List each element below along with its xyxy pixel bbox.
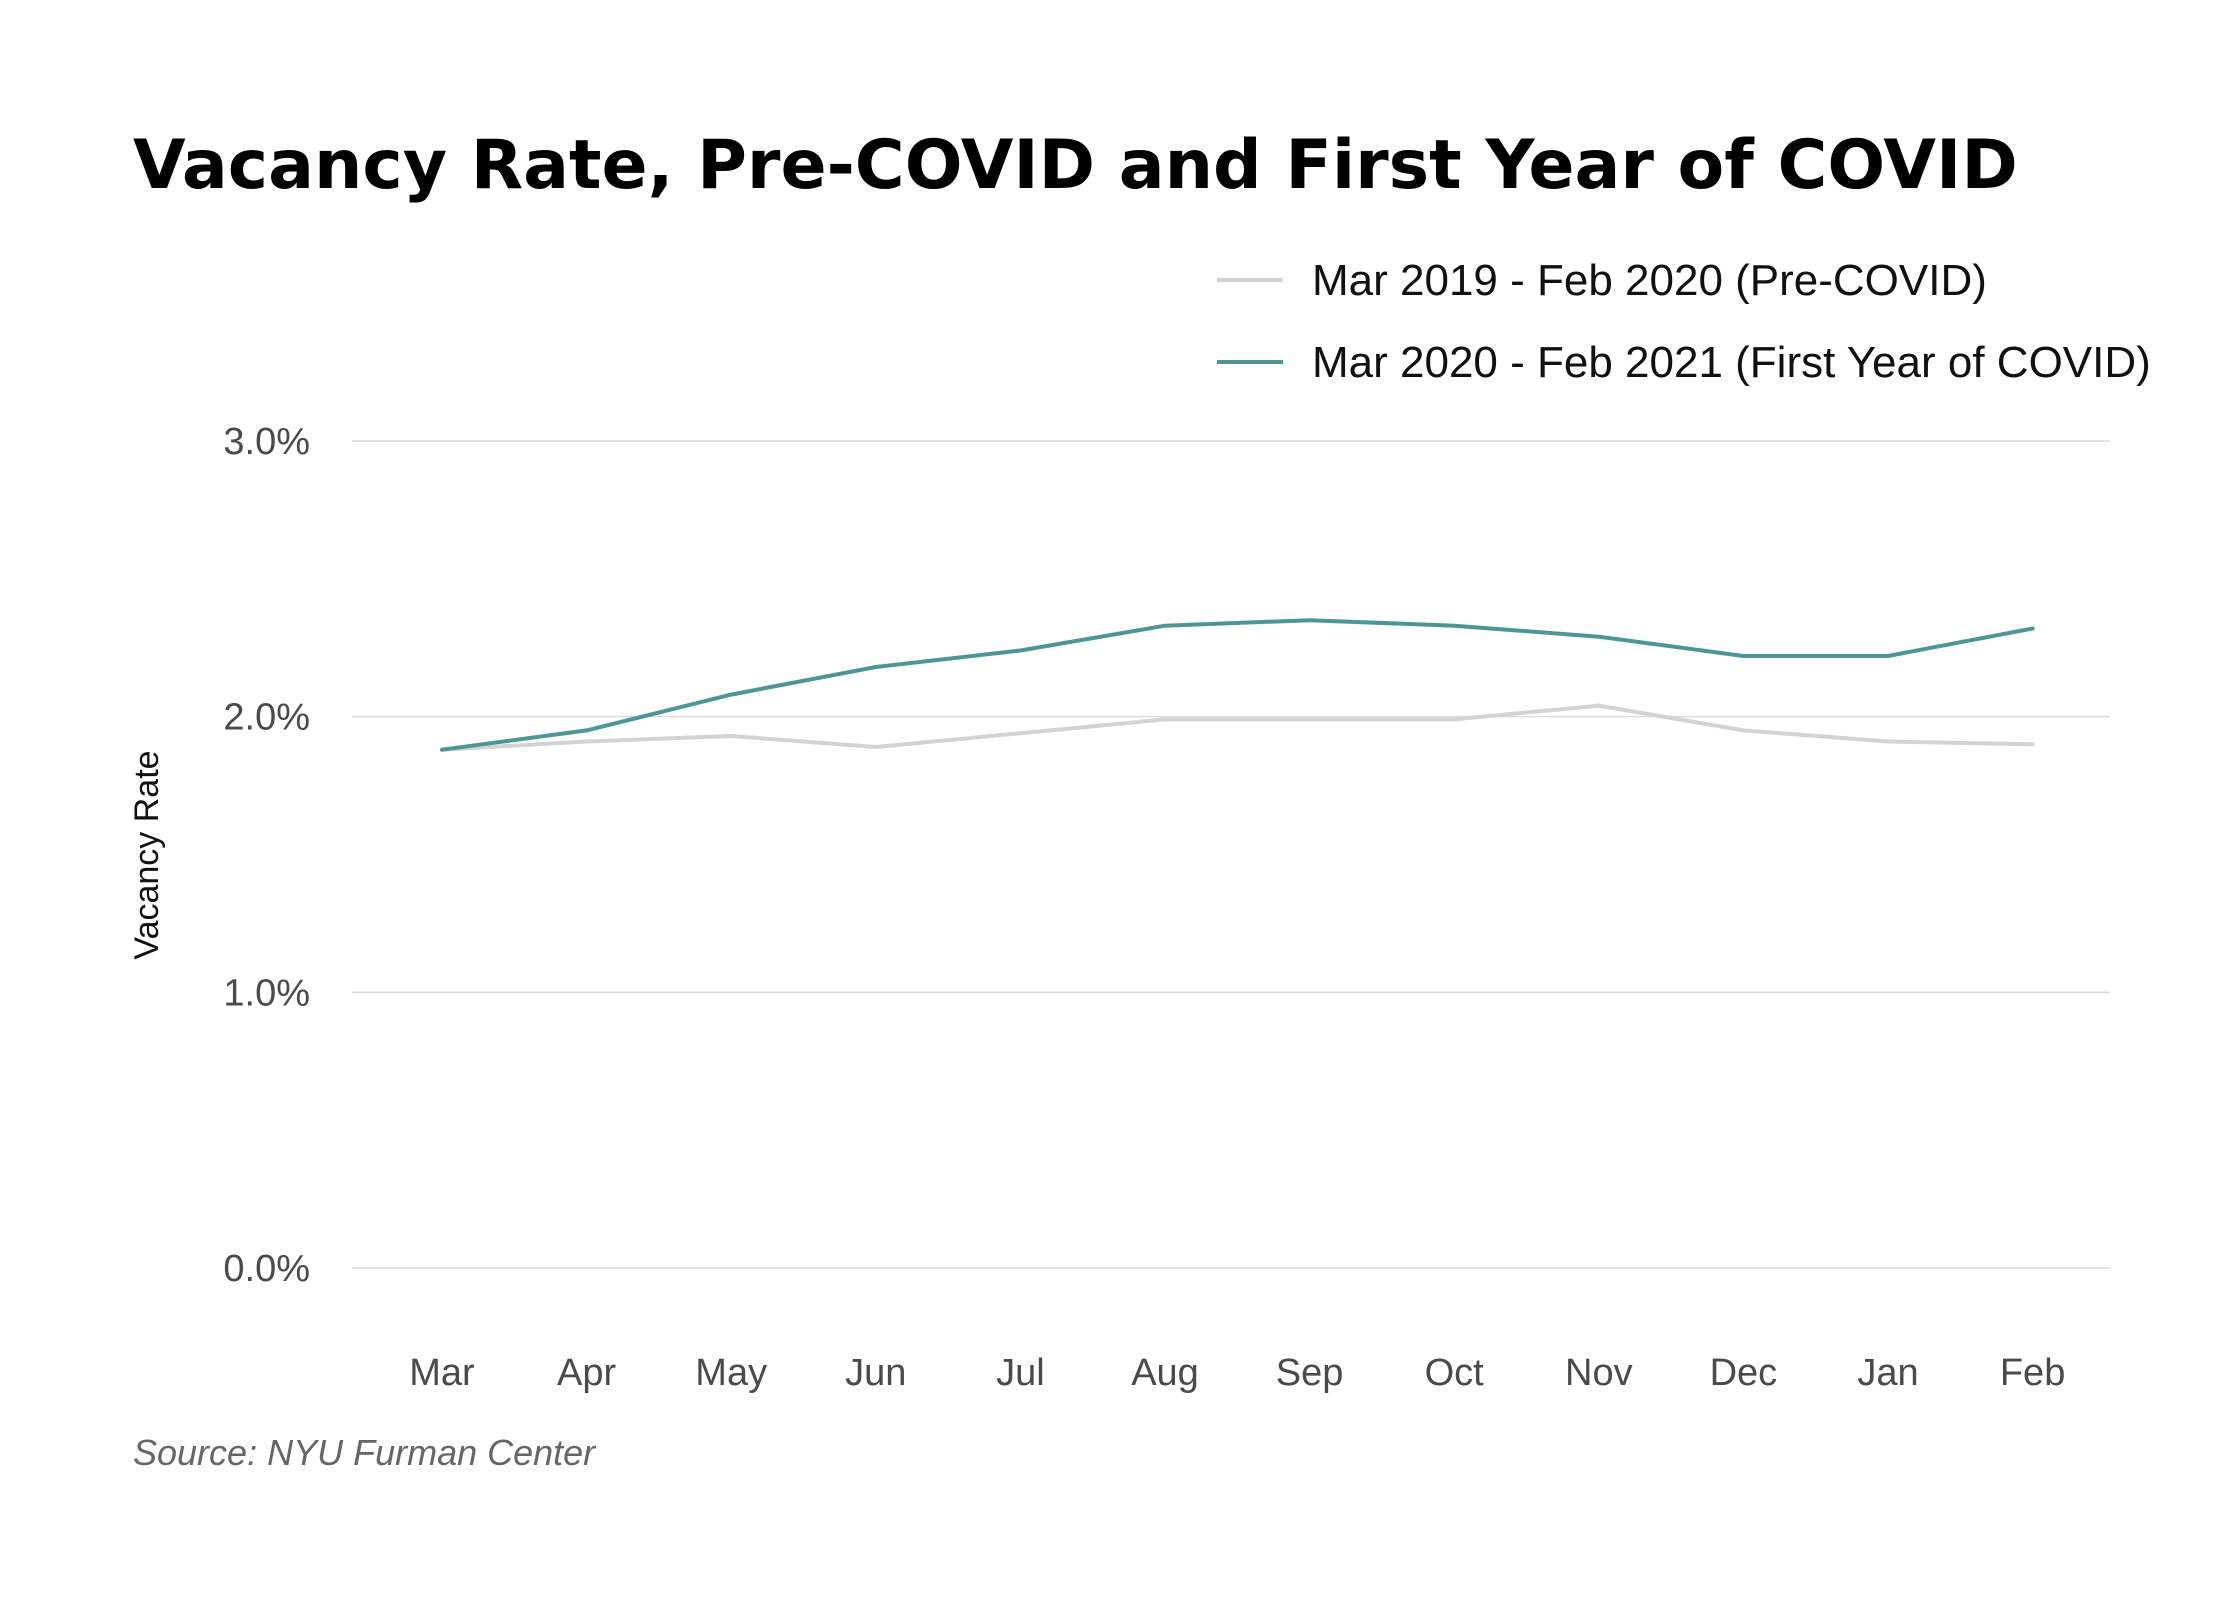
- x-tick-label: Mar: [409, 1352, 475, 1394]
- x-tick-label: Apr: [557, 1352, 616, 1394]
- x-tick-label: Feb: [2000, 1352, 2065, 1394]
- y-tick-label: 1.0%: [223, 972, 310, 1014]
- source-note: Source: NYU Furman Center: [133, 1432, 597, 1473]
- legend: Mar 2019 - Feb 2020 (Pre-COVID) Mar 2020…: [1217, 256, 2151, 387]
- x-tick-label: Jun: [845, 1352, 906, 1394]
- series-line-pre-covid: [440, 703, 2035, 752]
- x-tick-label: Nov: [1565, 1352, 1633, 1394]
- x-tick-label: Oct: [1425, 1352, 1485, 1394]
- y-axis-ticks: 0.0% 1.0% 2.0% 3.0%: [223, 421, 310, 1290]
- chart-title: Vacancy Rate, Pre-COVID and First Year o…: [133, 126, 2018, 205]
- legend-label-covid: Mar 2020 - Feb 2021 (First Year of COVID…: [1312, 338, 2151, 387]
- gridlines: [352, 440, 2110, 1269]
- x-tick-label: Jan: [1857, 1352, 1918, 1394]
- y-tick-label: 0.0%: [223, 1248, 310, 1290]
- series-line-covid: [440, 618, 2035, 752]
- x-tick-label: Dec: [1710, 1352, 1778, 1394]
- y-tick-label: 2.0%: [223, 697, 310, 739]
- y-axis-label: Vacancy Rate: [128, 750, 166, 959]
- x-tick-label: Aug: [1131, 1352, 1199, 1394]
- x-axis-ticks: Mar Apr May Jun Jul Aug Sep Oct Nov Dec Jan Feb: [409, 1352, 2065, 1394]
- x-tick-label: May: [695, 1352, 767, 1394]
- x-tick-label: Sep: [1276, 1352, 1344, 1394]
- series-layer: [440, 618, 2035, 752]
- x-tick-label: Jul: [996, 1352, 1045, 1394]
- legend-label-pre-covid: Mar 2019 - Feb 2020 (Pre-COVID): [1312, 256, 1987, 305]
- y-tick-label: 3.0%: [223, 421, 310, 463]
